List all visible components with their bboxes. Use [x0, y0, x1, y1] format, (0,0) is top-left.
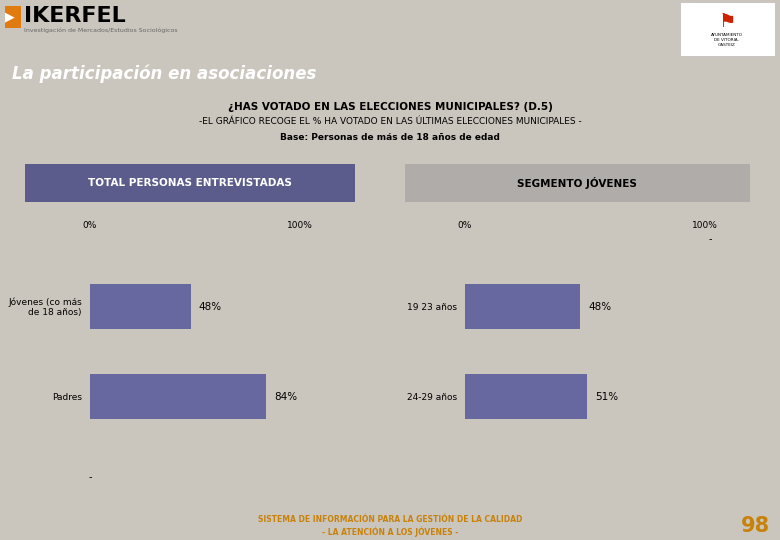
Text: - LA ATENCIÓN A LOS JÓVENES -: - LA ATENCIÓN A LOS JÓVENES - [322, 526, 458, 537]
Text: -: - [708, 234, 711, 244]
Bar [25, 164, 355, 202]
Text: Padres: Padres [52, 393, 82, 402]
Text: SISTEMA DE INFORMACIÓN PARA LA GESTIÓN DE LA CALIDAD: SISTEMA DE INFORMACIÓN PARA LA GESTIÓN D… [258, 516, 522, 524]
Text: ¿HAS VOTADO EN LAS ELECCIONES MUNICIPALES? (D.5): ¿HAS VOTADO EN LAS ELECCIONES MUNICIPALE… [228, 102, 552, 112]
Text: 24-29 años: 24-29 años [407, 393, 457, 402]
Text: 0%: 0% [458, 220, 472, 230]
Bar [90, 374, 267, 419]
Text: 100%: 100% [287, 220, 313, 230]
Text: 100%: 100% [692, 220, 718, 230]
Text: 84%: 84% [275, 392, 297, 402]
Bar [90, 284, 191, 329]
Bar [5, 6, 21, 28]
Bar [465, 374, 587, 419]
Text: La participación en asociaciones: La participación en asociaciones [12, 65, 317, 83]
Text: 19 23 años: 19 23 años [407, 302, 457, 312]
Text: 98: 98 [741, 516, 770, 536]
Text: 0%: 0% [83, 220, 98, 230]
Bar [465, 284, 580, 329]
Text: 48%: 48% [588, 302, 612, 312]
Text: Jóvenes (co más
de 18 años): Jóvenes (co más de 18 años) [9, 297, 82, 317]
Text: IKERFEL: IKERFEL [24, 6, 126, 26]
Text: Investigación de Mercados/Estudios Sociológicos: Investigación de Mercados/Estudios Socio… [24, 27, 178, 33]
Bar [680, 2, 775, 56]
Text: AYUNTAMIENTO
DE VITORIA-
GASTEIZ: AYUNTAMIENTO DE VITORIA- GASTEIZ [711, 33, 743, 46]
Text: ⚑: ⚑ [718, 12, 736, 31]
Text: 48%: 48% [199, 302, 222, 312]
Text: TOTAL PERSONAS ENTREVISTADAS: TOTAL PERSONAS ENTREVISTADAS [88, 178, 292, 188]
Text: ▶: ▶ [5, 10, 15, 24]
Bar [405, 164, 750, 202]
Text: 51%: 51% [595, 392, 619, 402]
Text: -EL GRÁFICO RECOGE EL % HA VOTADO EN LAS ÚLTIMAS ELECCIONES MUNICIPALES -: -EL GRÁFICO RECOGE EL % HA VOTADO EN LAS… [199, 118, 581, 126]
Text: Base: Personas de más de 18 años de edad: Base: Personas de más de 18 años de edad [280, 132, 500, 141]
Text: -: - [88, 472, 92, 482]
Text: SEGMENTO JÓVENES: SEGMENTO JÓVENES [517, 177, 637, 189]
